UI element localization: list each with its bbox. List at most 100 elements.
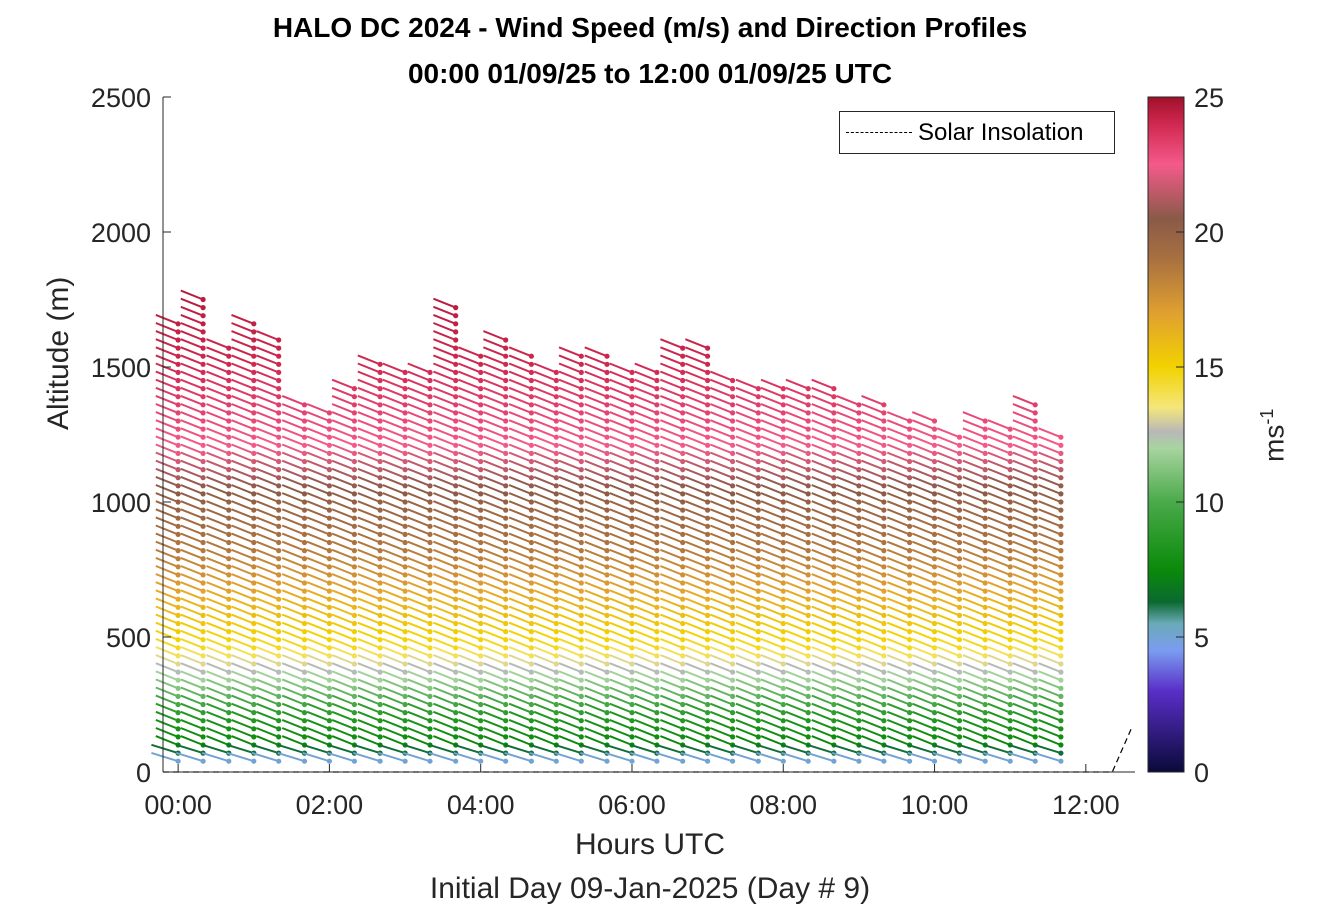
wind-barb <box>331 508 355 520</box>
wind-barb <box>231 670 255 682</box>
wind-barb-tip <box>956 539 963 546</box>
wind-barb-tip <box>200 442 206 448</box>
wind-barb-tip <box>680 450 686 456</box>
wind-barb <box>331 710 355 722</box>
wind-barb <box>660 492 684 503</box>
wind-barb-tip <box>931 515 938 521</box>
wind-barb-tip <box>427 467 433 473</box>
wind-barb-tip <box>881 588 887 594</box>
wind-barb <box>533 670 557 682</box>
wind-barb <box>407 524 431 536</box>
wind-barb <box>760 435 784 447</box>
wind-barb-tip <box>503 337 509 343</box>
wind-barb <box>407 727 431 738</box>
wind-barb <box>660 540 684 552</box>
wind-barb <box>508 540 532 552</box>
wind-barb-tip <box>907 661 913 667</box>
wind-barb-tip <box>730 377 736 384</box>
wind-barb <box>760 540 784 552</box>
wind-barb <box>281 702 305 714</box>
wind-barb-tip <box>856 467 862 473</box>
wind-barb-tip <box>907 604 913 610</box>
wind-barb <box>760 678 784 690</box>
wind-barb-tip <box>528 677 535 683</box>
wind-barb <box>382 524 406 536</box>
wind-barb-tip <box>528 710 535 716</box>
wind-barb <box>1012 419 1036 431</box>
wind-barb <box>483 338 507 350</box>
wind-barb <box>558 419 582 431</box>
wind-barb-tip <box>982 718 988 724</box>
wind-barb <box>155 621 179 633</box>
wind-barb <box>861 532 885 544</box>
wind-barb-tip <box>907 458 913 465</box>
wind-barb-tip <box>931 612 938 619</box>
wind-barb <box>709 516 733 528</box>
wind-barb-tip <box>780 450 786 456</box>
wind-barb <box>962 524 986 536</box>
wind-barb-tip <box>226 669 232 675</box>
wind-barb <box>684 597 708 609</box>
wind-barb-tip <box>629 483 635 489</box>
wind-barb-tip <box>226 531 232 538</box>
wind-barb-tip <box>604 677 610 683</box>
wind-barb-tip <box>982 467 988 473</box>
wind-barb-tip <box>755 718 761 724</box>
wind-barb-tip <box>881 661 887 667</box>
wind-barb <box>861 556 885 568</box>
wind-barb <box>735 710 759 722</box>
wind-barb <box>660 629 684 641</box>
wind-barb-tip <box>200 572 206 578</box>
wind-barb-tip <box>629 758 635 764</box>
wind-barb <box>911 492 935 503</box>
wind-barb <box>936 670 960 682</box>
wind-barb-tip <box>1058 556 1064 562</box>
wind-barb <box>1012 735 1036 746</box>
wind-barb <box>306 670 330 682</box>
wind-barb <box>558 565 582 576</box>
wind-barb <box>660 556 684 568</box>
wind-barb <box>709 735 733 746</box>
wind-barb-tip <box>730 442 736 448</box>
wind-barb <box>206 459 230 471</box>
wind-barb-tip <box>351 499 357 505</box>
wind-barb-tip <box>351 701 357 708</box>
wind-barb-tip <box>755 572 761 578</box>
wind-barb-tip <box>705 515 711 521</box>
wind-barb-tip <box>1007 458 1013 465</box>
wind-barb <box>433 370 457 382</box>
wind-barb-tip <box>1032 669 1038 675</box>
wind-barb-tip <box>377 734 383 740</box>
wind-barb-tip <box>956 701 963 708</box>
wind-barb <box>987 419 1011 431</box>
wind-barb-tip <box>1032 499 1038 505</box>
wind-barb-tip <box>175 329 181 335</box>
wind-barb <box>508 556 532 568</box>
wind-barb <box>634 532 658 544</box>
wind-barb <box>861 394 885 406</box>
wind-barb <box>634 670 658 682</box>
wind-barb <box>911 718 935 730</box>
wind-barb <box>584 548 608 560</box>
wind-barb <box>206 386 230 398</box>
wind-barb <box>306 678 330 690</box>
wind-barb <box>331 621 355 633</box>
wind-barb-tip <box>503 620 509 627</box>
wind-barb-tip <box>629 612 635 619</box>
wind-barb-tip <box>1007 685 1013 691</box>
wind-barb <box>281 556 305 568</box>
wind-barb-tip <box>907 442 913 448</box>
wind-barb-tip <box>881 758 887 764</box>
wind-barb <box>508 670 532 682</box>
wind-barb-tip <box>780 458 786 465</box>
wind-barb-tip <box>478 548 484 554</box>
wind-barb <box>584 678 608 690</box>
wind-barb <box>660 386 684 398</box>
wind-barb-tip <box>982 572 988 578</box>
wind-barb <box>231 459 255 471</box>
wind-barb <box>533 459 557 471</box>
wind-barb-tip <box>654 491 660 497</box>
wind-barb <box>609 589 633 601</box>
wind-barb <box>508 735 532 746</box>
wind-barb-tip <box>453 556 459 562</box>
